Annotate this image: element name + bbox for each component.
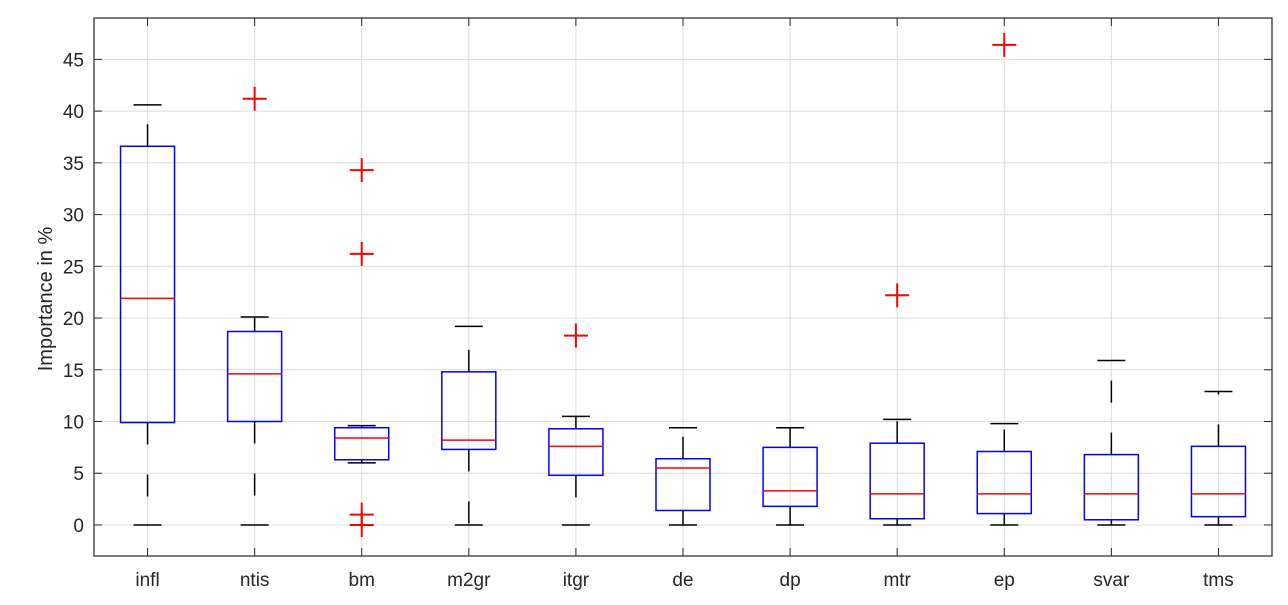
outlier-marker — [242, 86, 267, 111]
iqr-box — [762, 446, 818, 508]
x-tick-label-bm: bm — [349, 570, 375, 591]
iqr-box — [1190, 445, 1247, 518]
iqr-box — [226, 330, 283, 423]
box-bm — [333, 158, 390, 537]
x-tick-label-mtr: mtr — [883, 570, 911, 591]
y-tick-label: 40 — [63, 102, 84, 123]
outlier-marker — [349, 241, 374, 266]
box-mtr — [869, 283, 925, 526]
y-tick-label: 10 — [63, 413, 84, 434]
iqr-box — [869, 442, 925, 520]
axes: 0 5 10 15 20 25 30 35 40 45 infl ntis bm m2gr itgr de dp… — [63, 17, 1273, 591]
x-tick-label-infl: infl — [135, 570, 159, 591]
outlier-marker — [349, 512, 374, 537]
x-tick-label-ntis: ntis — [240, 570, 270, 591]
iqr-box — [655, 457, 711, 512]
x-tick-label-m2gr: m2gr — [447, 570, 491, 591]
box-de — [655, 426, 711, 526]
y-tick-label: 0 — [73, 516, 84, 537]
boxes — [119, 32, 1247, 537]
box-ntis — [226, 86, 283, 526]
plot-frame — [93, 17, 1273, 557]
outlier-marker — [992, 32, 1017, 57]
iqr-box — [119, 145, 176, 424]
x-tick-label-dp: dp — [780, 570, 801, 591]
y-tick-label: 35 — [63, 154, 84, 175]
y-axis-label: Importance in % — [35, 227, 57, 372]
box-ep — [976, 32, 1033, 526]
grid — [94, 18, 1272, 556]
box-infl — [119, 104, 176, 526]
y-tick-label: 25 — [63, 257, 84, 278]
box-dp — [762, 426, 818, 526]
iqr-box — [548, 427, 604, 477]
y-tick-label: 15 — [63, 361, 84, 382]
y-tick-label: 5 — [73, 464, 84, 485]
iqr-box — [1083, 453, 1140, 521]
x-tick-label-de: de — [672, 570, 693, 591]
outlier-marker — [349, 158, 374, 183]
box-m2gr — [441, 325, 497, 526]
iqr-box — [441, 371, 497, 451]
y-tick-label: 20 — [63, 309, 84, 330]
iqr-box — [333, 426, 390, 461]
outlier-marker — [563, 323, 588, 348]
iqr-box — [976, 450, 1033, 515]
y-tick-label: 45 — [63, 50, 84, 71]
box-itgr — [548, 323, 604, 526]
x-tick-label-svar: svar — [1093, 570, 1130, 591]
box-tms — [1190, 390, 1247, 526]
y-tick-label: 30 — [63, 206, 84, 227]
x-tick-label-ep: ep — [994, 570, 1015, 591]
x-tick-label-itgr: itgr — [563, 570, 590, 591]
outlier-marker — [885, 283, 910, 308]
box-svar — [1083, 359, 1140, 526]
x-tick-label-tms: tms — [1203, 570, 1234, 591]
